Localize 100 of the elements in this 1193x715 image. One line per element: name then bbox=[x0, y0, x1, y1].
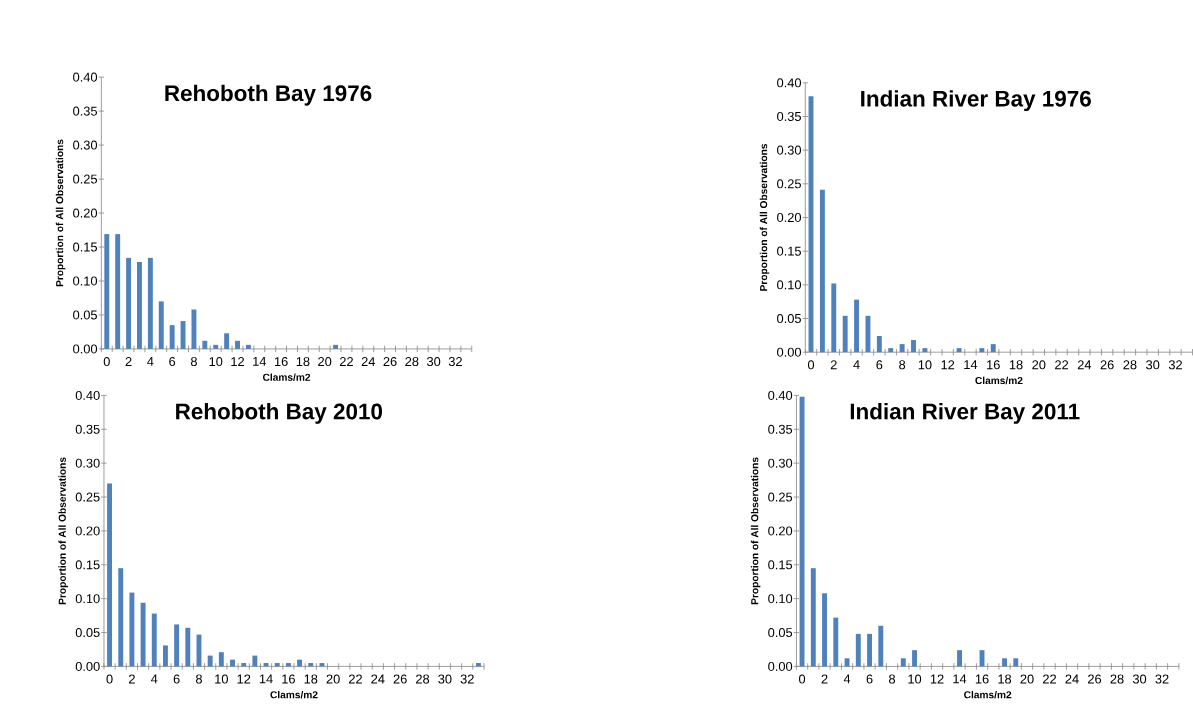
x-axis-title: Clams/m2 bbox=[964, 690, 1012, 699]
x-tick-label: 14 bbox=[964, 360, 978, 369]
x-tick-label: 28 bbox=[1123, 360, 1137, 370]
bar bbox=[162, 645, 168, 667]
x-tick-label: 32 bbox=[460, 674, 474, 684]
y-tick-label: 0.10 bbox=[777, 280, 802, 290]
bar bbox=[147, 257, 153, 349]
x-axis-title: Clams/m2 bbox=[975, 376, 1023, 385]
x-tick-label: 2 bbox=[125, 356, 132, 366]
y-axis-title: Proportion of All Observations bbox=[759, 143, 770, 291]
bar bbox=[151, 613, 157, 667]
bar bbox=[855, 633, 861, 667]
bar bbox=[218, 652, 224, 667]
y-tick-label: 0.35 bbox=[73, 106, 98, 116]
y-tick-label: 0.15 bbox=[75, 560, 100, 570]
x-tick-label: 6 bbox=[173, 674, 180, 684]
y-tick-label: 0.10 bbox=[75, 594, 100, 604]
bar bbox=[810, 568, 816, 667]
chart-title: Indian River Bay 1976 bbox=[861, 90, 1091, 111]
x-tick-label: 32 bbox=[448, 356, 462, 366]
bar bbox=[878, 625, 884, 667]
x-tick-label: 16 bbox=[282, 674, 295, 684]
x-tick-label: 26 bbox=[393, 674, 407, 684]
y-tick-label: 0.15 bbox=[768, 560, 793, 570]
bar bbox=[158, 301, 164, 349]
x-tick-label: 20 bbox=[326, 674, 340, 684]
x-tick-label: 10 bbox=[209, 356, 223, 366]
x-tick-label: 8 bbox=[899, 360, 906, 370]
bar bbox=[911, 339, 916, 353]
y-tick-label: 0.10 bbox=[73, 276, 98, 286]
y-tick-label: 0.00 bbox=[777, 347, 802, 357]
bar bbox=[224, 333, 230, 349]
bar bbox=[245, 344, 251, 349]
x-tick-label: 2 bbox=[830, 360, 837, 370]
x-tick-label: 14 bbox=[259, 674, 273, 684]
bar bbox=[979, 348, 985, 353]
x-tick-label: 16 bbox=[987, 360, 1000, 370]
bar bbox=[1002, 658, 1007, 667]
y-tick-label: 0.40 bbox=[768, 390, 793, 400]
x-tick-label: 30 bbox=[426, 356, 441, 366]
y-axis-title: Proportion of All Observations bbox=[58, 457, 68, 605]
bar bbox=[1013, 658, 1019, 667]
bar bbox=[137, 261, 142, 349]
bar bbox=[833, 617, 839, 667]
y-tick-label: 0.25 bbox=[73, 174, 98, 184]
x-tick-label: 30 bbox=[1132, 674, 1147, 684]
bar bbox=[888, 348, 894, 353]
bar bbox=[957, 650, 962, 667]
bar bbox=[831, 283, 837, 353]
x-tick-label: 28 bbox=[416, 674, 430, 684]
x-tick-label: 14 bbox=[953, 674, 967, 684]
x-tick-label: 24 bbox=[371, 674, 385, 684]
bar bbox=[107, 483, 113, 667]
x-tick-label: 12 bbox=[231, 356, 245, 366]
y-tick-label: 0.30 bbox=[73, 140, 98, 150]
y-tick-label: 0.05 bbox=[73, 310, 98, 320]
x-tick-label: 8 bbox=[195, 674, 202, 684]
bar bbox=[115, 234, 121, 349]
x-tick-label: 20 bbox=[1032, 360, 1046, 370]
bar bbox=[922, 348, 928, 353]
x-tick-label: 12 bbox=[930, 674, 944, 684]
x-tick-label: 0 bbox=[106, 674, 113, 684]
x-tick-label: 18 bbox=[304, 674, 318, 684]
x-tick-label: 24 bbox=[1065, 674, 1079, 684]
x-tick-label: 22 bbox=[1043, 674, 1057, 684]
y-tick-label: 0.00 bbox=[75, 661, 100, 671]
bar bbox=[854, 299, 860, 353]
bar bbox=[844, 658, 850, 667]
x-tick-label: 0 bbox=[807, 360, 815, 370]
x-tick-label: 6 bbox=[876, 360, 883, 370]
x-tick-label: 28 bbox=[1110, 674, 1124, 684]
chart-title: Rehoboth Bay 2010 bbox=[176, 402, 383, 424]
x-tick-label: 32 bbox=[1155, 674, 1169, 684]
x-tick-label: 2 bbox=[128, 674, 135, 684]
x-tick-label: 4 bbox=[853, 360, 860, 369]
x-tick-label: 24 bbox=[1077, 360, 1092, 370]
x-tick-label: 4 bbox=[843, 674, 851, 684]
x-tick-label: 32 bbox=[1168, 360, 1182, 370]
x-tick-label: 8 bbox=[190, 356, 197, 366]
y-tick-label: 0.30 bbox=[768, 458, 793, 468]
bar bbox=[185, 627, 191, 667]
bar bbox=[899, 344, 905, 353]
x-tick-label: 30 bbox=[438, 674, 452, 684]
y-tick-label: 0.30 bbox=[777, 145, 802, 155]
x-tick-label: 18 bbox=[1009, 360, 1023, 370]
y-tick-label: 0.40 bbox=[75, 390, 100, 400]
bar bbox=[174, 624, 180, 667]
x-tick-label: 14 bbox=[253, 356, 267, 366]
bar bbox=[118, 568, 124, 667]
x-axis-title: Clams/m2 bbox=[270, 690, 318, 699]
y-tick-label: 0.40 bbox=[777, 78, 802, 88]
y-tick-label: 0.35 bbox=[768, 424, 793, 434]
chart-title: Indian River Bay 2011 bbox=[850, 402, 1080, 424]
x-tick-label: 10 bbox=[908, 674, 922, 684]
x-tick-label: 0 bbox=[798, 674, 806, 684]
y-tick-label: 0.15 bbox=[73, 242, 98, 252]
bar bbox=[900, 658, 906, 667]
y-tick-label: 0.25 bbox=[75, 492, 100, 502]
bar bbox=[235, 340, 240, 349]
bar bbox=[867, 633, 872, 667]
